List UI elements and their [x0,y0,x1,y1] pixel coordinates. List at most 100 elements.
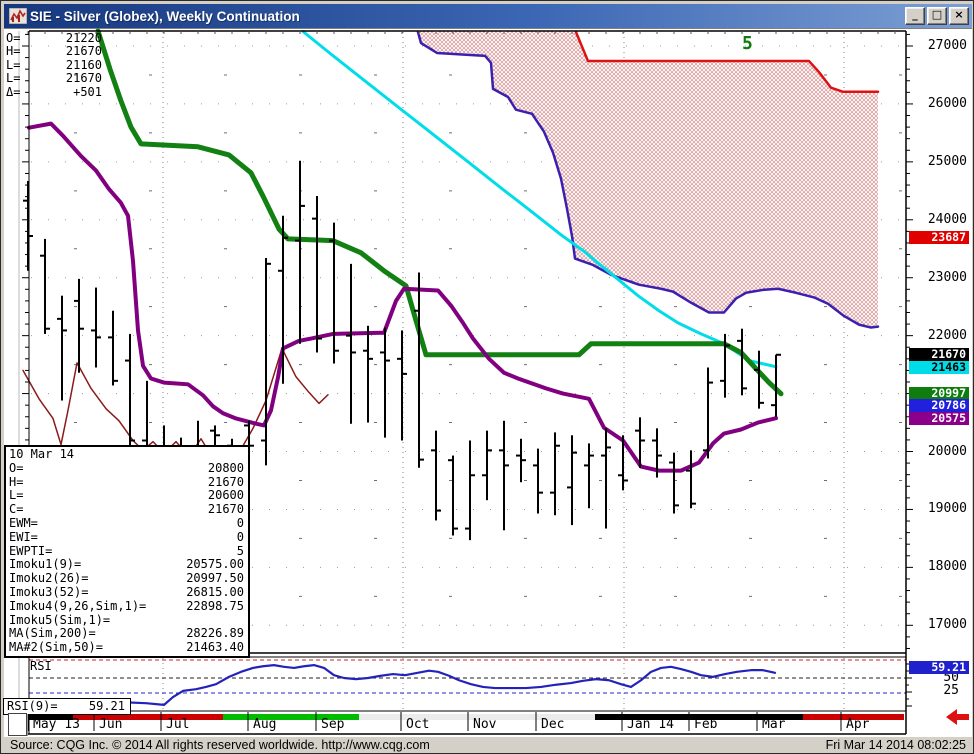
data-box-value: 20800 [207,460,244,475]
data-box-row: MA(Sim,200)= 28226.89 [9,627,244,641]
quote-value: 21670 [65,71,102,86]
time-axis-button[interactable] [8,713,27,736]
time-axis-month: Aug [253,717,277,732]
price-axis-label: 22000 [927,327,967,343]
data-box-row: EWM= 0 [9,515,244,531]
minimize-button[interactable]: _ [905,7,925,25]
rsi-value-flag: 59.21 [909,661,969,674]
rsi-readout-box: RSI(9)= 59.21 [3,698,131,715]
data-box-row: Imoku1(9)= 20575.00 [9,558,244,572]
ma-50-line [301,30,778,369]
data-box-value: 20997.50 [186,571,244,586]
data-box-row: EWPTI= 5 [9,543,244,559]
elliott-wave-label: 5 [742,33,753,54]
quote-row: L= 21160 [6,57,102,72]
close-button[interactable]: × [949,7,969,25]
data-box-value: 20575.00 [186,557,244,572]
data-box-row: Imoku4(9,26,Sim,1)= 22898.75 [9,598,244,614]
data-box-value: 21463.40 [186,640,244,655]
status-clock-text: Fri Mar 14 2014 08:02:25 [825,738,966,752]
rsi-scale-label: 50 [943,670,959,685]
time-axis-month: May 13 [33,717,80,732]
price-axis-label: 24000 [927,211,967,227]
rsi-line [61,664,777,706]
status-source-text: Source: CQG Inc. © 2014 All rights reser… [10,738,430,752]
app-icon [9,8,27,24]
price-flag-23687: 23687 [909,231,969,245]
price-flag-20786: 20786 [909,399,969,413]
price-axis-label: 18000 [927,559,967,575]
data-box-row: Imoku5(Sim,1)= [9,612,244,628]
data-box-label: Imoku1(9)= [9,557,82,572]
data-box-label: Imoku5(Sim,1)= [9,612,111,627]
price-axis-label: 17000 [927,617,967,633]
price-axis-label: 27000 [927,38,967,53]
data-box-row: EWI= 0 [9,529,244,545]
data-box-label: MA#2(Sim,50)= [9,640,103,655]
data-box-value: 28226.89 [186,626,244,641]
data-box-label: L= [9,488,24,503]
data-box-value: 21670 [207,502,244,517]
price-flag-20575: 20575 [909,412,969,426]
time-axis-month: Sep [321,717,345,732]
quote-row: L= 21670 [6,71,102,86]
rsi-panel-label: RSI [30,659,52,673]
window-title: SIE - Silver (Globex), Weekly Continuati… [30,8,300,24]
quote-label: O= [6,31,21,45]
time-axis-month: Feb [694,717,718,732]
time-axis-month: Jan 14 [627,717,674,732]
data-box-row: L= 20600 [9,489,244,503]
price-axis-label: 23000 [927,269,967,285]
price-axis-label: 20000 [927,443,967,459]
price-axis-label: 26000 [927,95,967,111]
cursor-data-box: 10 Mar 14 O= 20800 H= 21670 L= 20600 C= 21670 EW… [4,445,250,658]
data-box-label: Imoku3(52)= [9,584,89,599]
time-axis-month: Apr [846,717,870,732]
data-box-value: 0 [236,515,244,530]
time-axis-month: Jun [99,717,123,732]
quote-row: Δ= +501 [6,84,102,99]
rsi-readout-label: RSI(9)= [7,699,58,713]
data-box-value: 26815.00 [186,584,244,599]
data-box-value: 20600 [207,488,244,503]
quote-label: L= [6,71,21,86]
data-box-value: 22898.75 [186,598,244,613]
ichimoku-tenkan-line [27,121,778,473]
data-box-label: EWM= [9,515,38,530]
price-flag-21670: 21670 [909,348,969,362]
price-flag-21463: 21463 [909,360,969,374]
scroll-left-arrow-icon[interactable] [946,709,969,725]
rsi-scale-label: 25 [943,683,959,698]
quote-row: H= 21670 [6,44,102,59]
quote-row: O= 21220 [6,31,102,45]
quote-label: H= [6,44,21,59]
time-axis-month: Mar [762,717,786,732]
maximize-button[interactable]: □ [927,7,947,25]
quote-value: 21160 [65,57,102,72]
data-box-value: 21670 [207,474,244,489]
data-box-date: 10 Mar 14 [9,447,75,461]
time-axis-month: Oct [406,717,430,732]
quote-label: L= [6,57,21,72]
data-box-row: Imoku3(52)= 26815.00 [9,584,244,600]
data-box-row: H= 21670 [9,474,244,490]
data-box-row: MA#2(Sim,50)= 21463.40 [9,640,244,655]
status-bar: Source: CQG Inc. © 2014 All rights reser… [4,736,972,753]
title-bar[interactable]: SIE - Silver (Globex), Weekly Continuati… [4,4,972,28]
data-box-label: H= [9,474,24,489]
time-axis-month: Nov [473,717,497,732]
data-box-row: Imoku2(26)= 20997.50 [9,571,244,586]
price-axis-label: 19000 [927,501,967,517]
data-box-label: EWPTI= [9,543,53,558]
quote-value: 21220 [65,31,102,45]
data-box-value: 0 [236,529,244,544]
data-box-row: O= 20800 [9,460,244,476]
data-box-label: EWI= [9,529,38,544]
data-box-label: C= [9,502,24,517]
quote-block: O= 21220 H= 21670 L= 21160 L= 21670 Δ= +501 [6,31,106,99]
data-box-label: Imoku2(26)= [9,571,89,586]
quote-value: +501 [73,84,102,99]
quote-label: Δ= [6,84,21,99]
quote-value: 21670 [65,44,102,59]
